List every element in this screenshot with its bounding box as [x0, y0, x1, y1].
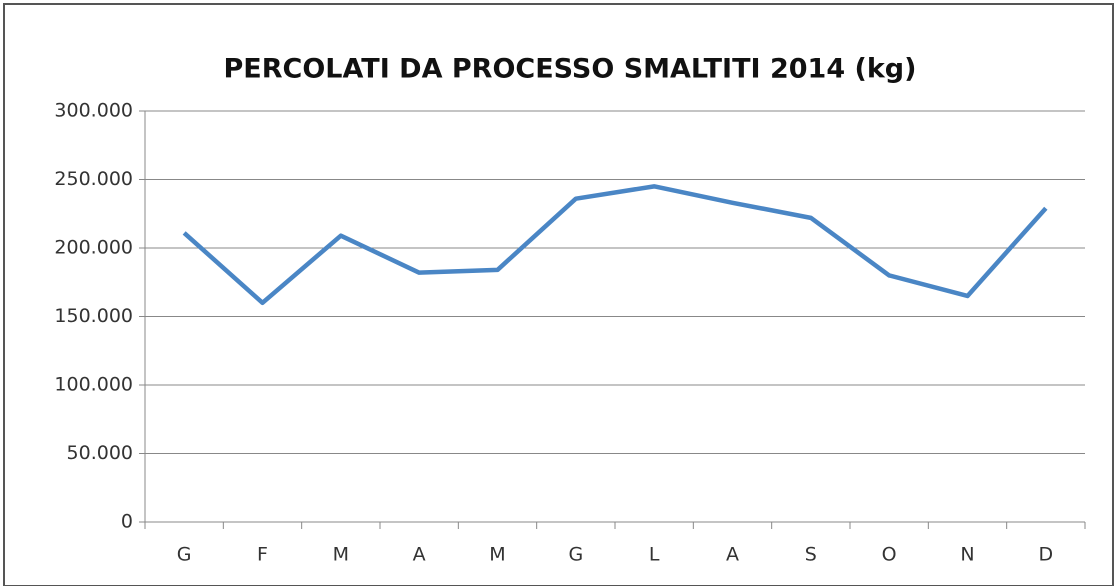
x-tick-label: M	[333, 544, 349, 566]
y-tick-label: 300.000	[54, 100, 133, 122]
x-tick-label: M	[489, 544, 505, 566]
x-tick-label: A	[413, 544, 426, 566]
x-tick-label: A	[726, 544, 739, 566]
x-tick-label: N	[960, 544, 974, 566]
x-tick-label: O	[882, 544, 897, 566]
x-tick-label: S	[805, 544, 817, 566]
y-tick-label: 0	[121, 511, 133, 533]
x-tick-label: L	[649, 544, 660, 566]
y-tick-label: 250.000	[54, 168, 133, 190]
x-tick-label: G	[177, 544, 192, 566]
x-tick-label: F	[257, 544, 268, 566]
y-tick-label: 200.000	[54, 237, 133, 259]
y-tick-label: 100.000	[54, 374, 133, 396]
y-tick-label: 50.000	[67, 442, 133, 464]
chart-title: PERCOLATI DA PROCESSO SMALTITI 2014 (kg)	[224, 54, 917, 85]
data-line	[182, 184, 1048, 306]
x-tick-label: G	[568, 544, 583, 566]
x-tick-label: D	[1039, 544, 1054, 566]
chart-frame	[3, 3, 1114, 586]
y-tick-label: 150.000	[54, 305, 133, 327]
